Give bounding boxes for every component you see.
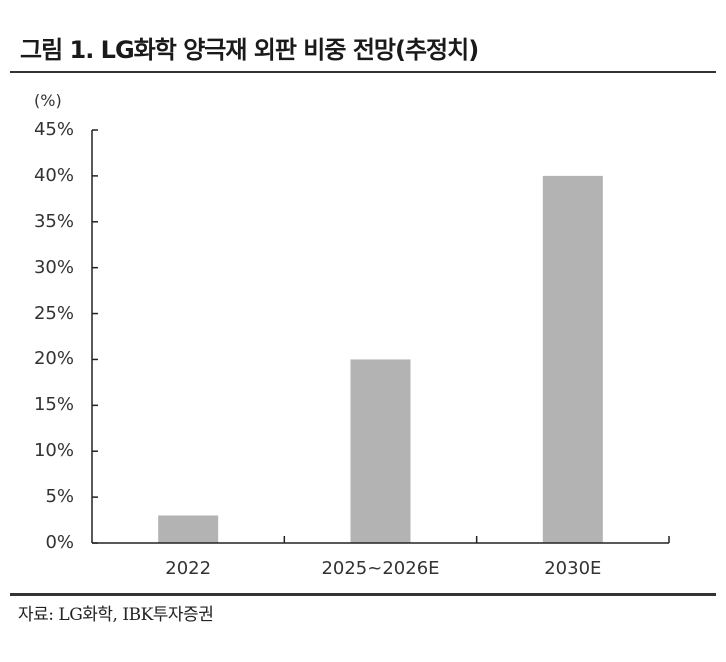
y-tick-label: 5% (45, 486, 74, 508)
chart-canvas (91, 129, 670, 544)
x-tick-label: 2022 (165, 558, 212, 579)
figure-title: 그림 1. LG화학 양극재 외판 비중 전망(추정치) (20, 36, 479, 64)
bar-2025~2026E (350, 359, 411, 543)
y-tick-label: 15% (33, 394, 74, 416)
y-axis-unit-label: (%) (34, 91, 62, 110)
x-tick-label: 2030E (544, 558, 602, 579)
source-rule (10, 593, 716, 596)
y-tick-label: 25% (33, 302, 74, 324)
y-tick-label: 35% (33, 210, 74, 232)
y-tick-label: 40% (33, 164, 74, 186)
title-rule (10, 71, 716, 73)
y-tick-label: 45% (33, 119, 74, 140)
x-tick-label: 2025~2026E (321, 558, 440, 579)
bar-2022 (158, 515, 219, 543)
y-tick-label: 30% (33, 256, 74, 278)
y-tick-label: 10% (33, 440, 74, 462)
source-note: 자료: LG화학, IBK투자증권 (18, 605, 214, 625)
y-tick-label: 0% (45, 532, 74, 553)
bar-2030E (542, 175, 603, 543)
bar-chart: 0% 5% 10% 15% 20% 25% 30% 35% 40% 45% 2022 2025~20… (33, 119, 670, 579)
y-tick-label: 20% (33, 348, 74, 370)
